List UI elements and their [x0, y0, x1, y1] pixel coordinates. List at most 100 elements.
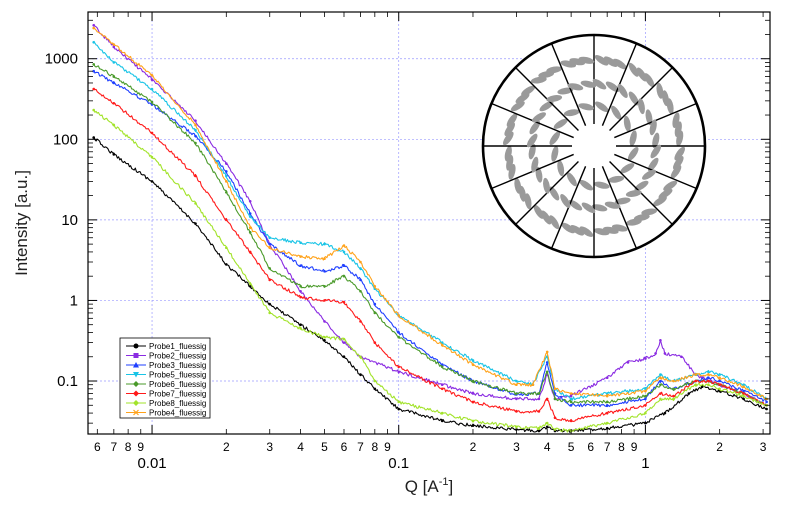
x-minor-tick-label: 8 [371, 440, 378, 454]
data-point-Probe3_fluessig [397, 331, 401, 334]
x-major-tick-label: 0.1 [388, 455, 409, 472]
data-point-Probe2_fluessig [680, 355, 683, 359]
inset-particle [611, 105, 622, 120]
data-point-Probe7_fluessig [112, 102, 116, 105]
data-point-Probe3_fluessig [373, 302, 377, 306]
data-point-Probe1_fluessig [687, 392, 691, 395]
data-point-Probe2_fluessig [605, 376, 609, 380]
data-point-Probe5_fluessig [268, 236, 272, 239]
data-point-Probe7_fluessig [248, 250, 252, 254]
inset-particle [528, 143, 536, 160]
inset-particle [514, 177, 522, 194]
x-major-tick-label: 0.01 [137, 455, 166, 472]
data-point-Probe7_fluessig [440, 387, 444, 391]
inset-particle [673, 155, 684, 170]
data-point-Probe4_fluessig [644, 389, 647, 393]
inset-particle [578, 56, 595, 64]
data-point-Probe4_fluessig [553, 387, 557, 391]
data-point-Probe4_fluessig [531, 383, 535, 387]
legend-entry-label: Probe8_fluessig [149, 399, 206, 408]
data-point-Probe7_fluessig [150, 131, 154, 135]
data-point-Probe2_fluessig [299, 290, 302, 293]
data-point-Probe1_fluessig [440, 419, 444, 423]
data-point-Probe1_fluessig [150, 180, 154, 183]
data-point-Probe6_fluessig [323, 285, 326, 288]
data-point-Probe8_fluessig [323, 335, 326, 339]
data-point-Probe4_fluessig [515, 383, 518, 387]
inset-particle [634, 180, 649, 191]
data-point-Probe8_fluessig [644, 411, 647, 415]
data-point-Probe2_fluessig [397, 370, 401, 374]
x-minor-tick-label: 9 [384, 440, 391, 454]
data-point-Probe4_fluessig [268, 246, 272, 250]
data-point-Probe8_fluessig [150, 155, 154, 159]
data-point-Probe3_fluessig [268, 242, 272, 246]
data-point-Probe2_fluessig [248, 200, 252, 203]
inset-particle [614, 197, 631, 205]
data-point-Probe1_fluessig [663, 411, 667, 415]
data-point-Probe5_fluessig [718, 373, 721, 376]
data-point-Probe2_fluessig [644, 357, 647, 360]
data-point-Probe8_fluessig [248, 282, 252, 286]
data-point-Probe1_fluessig [373, 387, 377, 391]
data-point-Probe4_fluessig [569, 392, 573, 395]
data-point-Probe6_fluessig [605, 400, 609, 404]
data-point-Probe8_fluessig [112, 123, 116, 127]
data-point-Probe1_fluessig [92, 136, 95, 139]
data-point-Probe4_fluessig [742, 385, 745, 389]
series-line-Probe8_fluessig [93, 108, 767, 433]
legend-entry-label: Probe4_fluessig [149, 409, 206, 418]
data-point-Probe8_fluessig [225, 246, 228, 250]
inset-particle [546, 66, 563, 74]
x-minor-tick-label: 5 [568, 440, 575, 454]
series-line-Probe7_fluessig [93, 87, 767, 422]
data-point-Probe6_fluessig [92, 63, 95, 66]
data-point-Probe2_fluessig [471, 392, 475, 395]
data-point-Probe2_fluessig [150, 78, 154, 81]
data-point-Probe8_fluessig [742, 394, 745, 398]
data-point-Probe1_fluessig [342, 355, 346, 359]
inset-particle [647, 157, 659, 172]
data-point-Probe6_fluessig [225, 191, 228, 194]
data-point-Probe7_fluessig [553, 416, 557, 420]
data-point-Probe3_fluessig [359, 278, 362, 282]
data-point-Probe1_fluessig [700, 385, 704, 389]
data-point-Probe4_fluessig [299, 255, 302, 258]
data-point-Probe5_fluessig [569, 397, 573, 401]
inset-particle [603, 56, 618, 67]
legend-marker [133, 362, 139, 368]
inset-particle [644, 73, 655, 88]
data-point-Probe2_fluessig [654, 352, 657, 355]
inset-particle [629, 130, 637, 147]
data-point-Probe8_fluessig [440, 411, 444, 415]
data-point-Probe6_fluessig [644, 394, 647, 398]
inset-particle [604, 201, 621, 209]
data-point-Probe5_fluessig [659, 373, 662, 376]
data-point-Probe6_fluessig [248, 231, 252, 234]
legend-marker [133, 409, 139, 416]
inset-particle [593, 228, 610, 236]
inset-particle [650, 144, 662, 159]
x-minor-tick-label: 7 [110, 440, 117, 454]
data-point-Probe6_fluessig [112, 75, 116, 78]
data-point-Probe7_fluessig [268, 278, 272, 282]
inset-particle [553, 118, 568, 129]
legend-marker [133, 400, 139, 406]
x-minor-tick-label: 4 [544, 440, 551, 454]
legend-marker [133, 343, 139, 349]
inset-particle [656, 82, 664, 99]
legend-entry-label: Probe7_fluessig [149, 390, 206, 399]
data-point-Probe2_fluessig [626, 361, 630, 364]
y-tick-label: 1000 [45, 51, 78, 68]
data-point-Probe7_fluessig [225, 218, 228, 222]
data-point-Probe8_fluessig [707, 383, 710, 387]
series-line-Probe6_fluessig [93, 63, 767, 406]
data-point-Probe3_fluessig [569, 404, 573, 407]
legend-marker [133, 390, 139, 397]
legend-marker [133, 372, 139, 378]
data-point-Probe8_fluessig [718, 387, 721, 391]
data-point-Probe4_fluessig [373, 285, 377, 288]
inset-particle [625, 190, 642, 197]
inset-particle [593, 181, 610, 189]
data-point-Probe3_fluessig [92, 69, 95, 73]
